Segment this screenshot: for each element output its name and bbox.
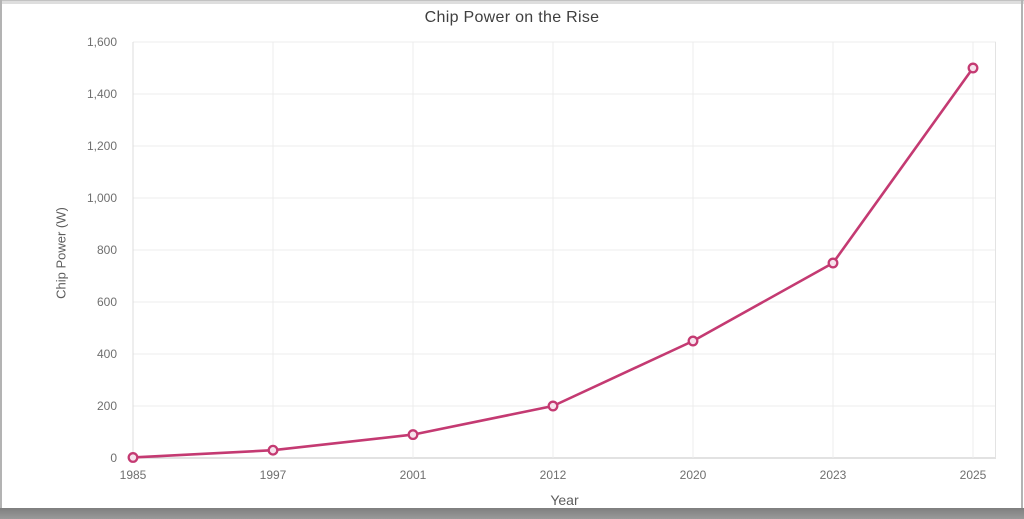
y-tick-label: 1,600 — [86, 35, 117, 49]
data-point-marker — [547, 400, 559, 412]
window-left-border — [0, 0, 2, 509]
chart-canvas — [127, 41, 996, 463]
data-point-marker — [827, 257, 839, 269]
y-axis-tick-labels: 0 200 400 600 800 1,000 1,200 1,400 1,600 — [0, 35, 117, 465]
y-tick-label: 0 — [110, 451, 117, 465]
y-tick-label: 600 — [96, 295, 117, 309]
x-tick-label: 2012 — [539, 468, 567, 482]
window-top-border — [0, 0, 1024, 4]
y-tick-label: 1,400 — [86, 87, 117, 101]
x-tick-label: 1985 — [119, 468, 147, 482]
x-tick-label: 2025 — [959, 468, 987, 482]
y-tick-label: 1,200 — [86, 139, 117, 153]
x-tick-label: 2001 — [399, 468, 427, 482]
window-bottom-bar — [0, 508, 1024, 519]
y-tick-label: 800 — [96, 243, 117, 257]
data-point-marker — [967, 62, 979, 74]
x-axis-title: Year — [550, 492, 579, 508]
chart-title: Chip Power on the Rise — [424, 9, 600, 26]
data-point-marker — [127, 452, 139, 463]
data-point-marker — [407, 429, 419, 441]
y-tick-label: 1,000 — [86, 191, 117, 205]
window-right-border — [1021, 0, 1023, 509]
plot-area — [127, 41, 996, 463]
data-point-marker — [687, 335, 699, 347]
x-tick-label: 2020 — [679, 468, 707, 482]
y-tick-label: 200 — [96, 399, 117, 413]
x-axis-tick-labels: 1985 1997 2001 2012 2020 2023 2025 — [120, 468, 996, 486]
x-tick-label: 2023 — [819, 468, 847, 482]
y-tick-label: 400 — [96, 347, 117, 361]
x-tick-label: 1997 — [259, 468, 287, 482]
data-point-marker — [267, 444, 279, 456]
